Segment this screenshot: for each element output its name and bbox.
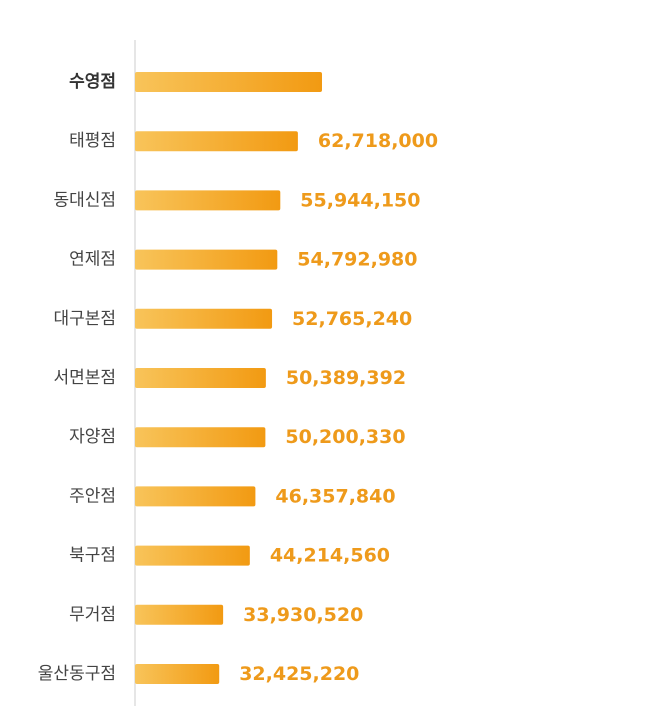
value-label: 33,930,520 [243, 604, 363, 626]
category-label: 무거점 [69, 605, 116, 625]
category-label: 북구점 [69, 546, 116, 566]
category-label: 태평점 [69, 131, 116, 151]
category-label: 동대신점 [53, 190, 116, 210]
value-label: 54,792,980 [297, 249, 417, 271]
bar [135, 368, 266, 388]
value-label: 62,718,000 [318, 130, 438, 152]
value-label: 50,389,392 [286, 367, 406, 389]
category-label: 자양점 [69, 427, 116, 447]
category-label: 서면본점 [53, 368, 116, 388]
bar [135, 664, 220, 684]
category-label: 수영점 [69, 72, 116, 92]
bar [135, 486, 256, 507]
value-label: 32,425,220 [239, 663, 359, 685]
bar [135, 545, 250, 566]
bar [135, 427, 266, 448]
bar [135, 604, 224, 625]
bar [135, 190, 281, 211]
bar [135, 308, 273, 329]
value-label: 55,944,150 [300, 189, 420, 211]
bar [135, 131, 298, 152]
category-label: 울산동구점 [38, 664, 116, 684]
category-label: 연제점 [69, 250, 116, 270]
value-label: 44,214,560 [270, 545, 390, 567]
bar [135, 249, 278, 270]
value-label: 46,357,840 [275, 485, 395, 507]
value-label: 50,200,330 [285, 426, 405, 448]
bar [135, 72, 322, 92]
category-label: 대구본점 [53, 309, 116, 329]
category-label: 주안점 [69, 486, 116, 506]
value-label: 52,765,240 [292, 308, 412, 330]
